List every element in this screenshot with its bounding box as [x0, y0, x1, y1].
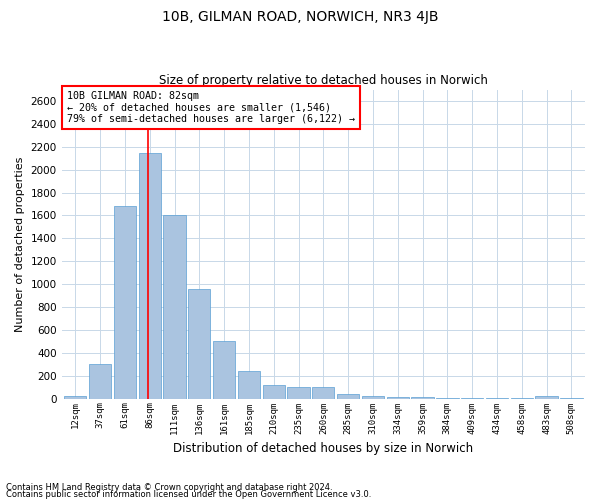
Text: 10B, GILMAN ROAD, NORWICH, NR3 4JB: 10B, GILMAN ROAD, NORWICH, NR3 4JB [162, 10, 438, 24]
Text: Contains HM Land Registry data © Crown copyright and database right 2024.: Contains HM Land Registry data © Crown c… [6, 484, 332, 492]
Bar [312, 387, 334, 398]
Bar [337, 394, 359, 398]
Bar [163, 216, 185, 398]
Bar [263, 385, 285, 398]
Bar [287, 387, 310, 398]
Bar [362, 396, 384, 398]
Bar [64, 396, 86, 398]
Bar [238, 370, 260, 398]
Text: Contains public sector information licensed under the Open Government Licence v3: Contains public sector information licen… [6, 490, 371, 499]
Bar [139, 152, 161, 398]
Bar [188, 288, 211, 399]
Bar [213, 342, 235, 398]
X-axis label: Distribution of detached houses by size in Norwich: Distribution of detached houses by size … [173, 442, 473, 455]
Bar [89, 364, 111, 398]
Text: 10B GILMAN ROAD: 82sqm
← 20% of detached houses are smaller (1,546)
79% of semi-: 10B GILMAN ROAD: 82sqm ← 20% of detached… [67, 91, 355, 124]
Bar [386, 397, 409, 398]
Bar [535, 396, 558, 398]
Title: Size of property relative to detached houses in Norwich: Size of property relative to detached ho… [159, 74, 488, 87]
Y-axis label: Number of detached properties: Number of detached properties [15, 156, 25, 332]
Bar [114, 206, 136, 398]
